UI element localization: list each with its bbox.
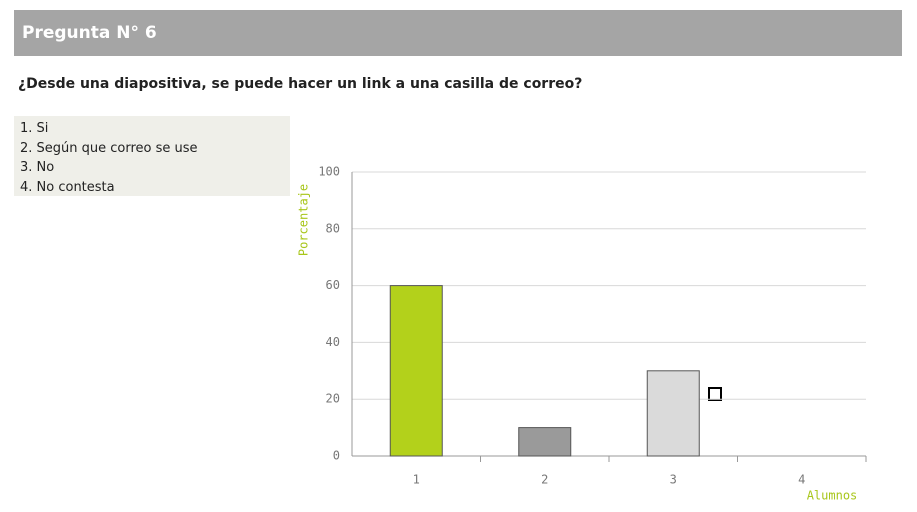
y-tick-label: 0 <box>333 449 340 463</box>
y-tick-label: 60 <box>326 278 340 292</box>
header-title: Pregunta N° 6 <box>14 10 902 56</box>
x-tick-label: 1 <box>413 473 420 487</box>
x-axis-label: Alumnos <box>807 489 858 503</box>
question: ¿Desde una diapositiva, se puede hacer u… <box>18 76 583 92</box>
x-tick-label: 4 <box>798 473 805 487</box>
option: 1. Si <box>20 121 49 136</box>
marker-square <box>708 387 722 401</box>
bar <box>389 285 443 457</box>
bar <box>646 370 700 457</box>
options: 1. Si 2. Según que correo se use 3. No 4… <box>14 116 290 196</box>
x-tick-label: 2 <box>541 473 548 487</box>
y-tick-label: 80 <box>326 221 340 235</box>
option: 3. No <box>20 160 55 175</box>
x-tick-label: 3 <box>670 473 677 487</box>
y-tick-label: 40 <box>326 335 340 349</box>
y-tick-label: 100 <box>318 165 340 179</box>
option: 4. No contesta <box>20 179 115 195</box>
bar <box>518 427 572 457</box>
option: 2. Según que correo se use <box>20 140 198 156</box>
y-axis-label: Porcentaje <box>297 184 311 256</box>
y-tick-label: 20 <box>326 392 340 406</box>
